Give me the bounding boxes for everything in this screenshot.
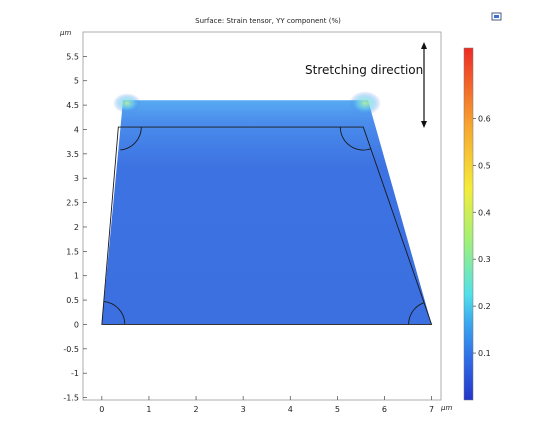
y-tick-label: 5.5 (66, 52, 79, 61)
colorbar-gradient (463, 47, 474, 401)
y-tick-label: 3 (74, 174, 79, 183)
y-tick-label: 4.5 (66, 101, 79, 110)
strain-hotspot (348, 91, 381, 116)
strain-hotspot (113, 93, 142, 114)
stretching-direction-label: Stretching direction (305, 63, 423, 77)
y-tick-label: -1 (71, 369, 79, 378)
y-axis: -1.5 -1 -0.5 0 0.5 1 1.5 2 2.5 3 3.5 4 4.5 5 5.5 (63, 52, 87, 403)
chart-title: Surface: Strain tensor, YY component (%) (195, 17, 341, 25)
corner-fillet (408, 302, 424, 325)
y-tick-label: 1 (74, 272, 79, 281)
y-tick-label: 3.5 (66, 150, 79, 159)
x-tick-label: 2 (194, 405, 199, 414)
colorbar-tick-label: 0.2 (478, 302, 491, 311)
y-tick-label: 5 (74, 77, 79, 86)
x-tick-label: 4 (288, 405, 293, 414)
y-tick-label: -0.5 (63, 345, 79, 354)
colorbar: 0.1 0.2 0.3 0.4 0.5 0.6 (463, 47, 491, 401)
corner-fillet (103, 301, 126, 325)
undeformed-outline (101, 126, 433, 325)
colorbar-tick-label: 0.4 (478, 208, 491, 217)
colorbar-tick-label: 0.3 (478, 255, 491, 264)
x-tick-label: 5 (335, 405, 340, 414)
y-tick-label: -1.5 (63, 394, 79, 403)
geometry (101, 91, 433, 325)
corner-fillet (120, 127, 142, 151)
y-tick-label: 4 (74, 125, 79, 134)
y-unit-label: μm (59, 29, 71, 37)
y-tick-label: 1.5 (66, 247, 79, 256)
y-tick-label: 0 (74, 320, 79, 329)
stretching-direction-arrow (421, 42, 427, 128)
deformed-shape (101, 100, 432, 325)
y-tick-label: 0.5 (66, 296, 79, 305)
x-tick-label: 0 (99, 405, 104, 414)
colorbar-tick-label: 0.5 (478, 161, 491, 170)
colorbar-tick-label: 0.1 (478, 349, 491, 358)
y-tick-label: 2 (74, 223, 79, 232)
corner-fillet (339, 127, 372, 151)
export-image-icon[interactable] (491, 12, 502, 21)
y-tick-label: 2.5 (66, 199, 79, 208)
colorbar-tick-label: 0.6 (478, 114, 491, 123)
x-unit-label: μm (440, 404, 452, 412)
x-axis: 0 1 2 3 4 5 6 7 (99, 396, 434, 414)
x-tick-label: 1 (146, 405, 151, 414)
x-tick-label: 7 (429, 405, 434, 414)
x-tick-label: 3 (241, 405, 246, 414)
x-tick-label: 6 (382, 405, 387, 414)
